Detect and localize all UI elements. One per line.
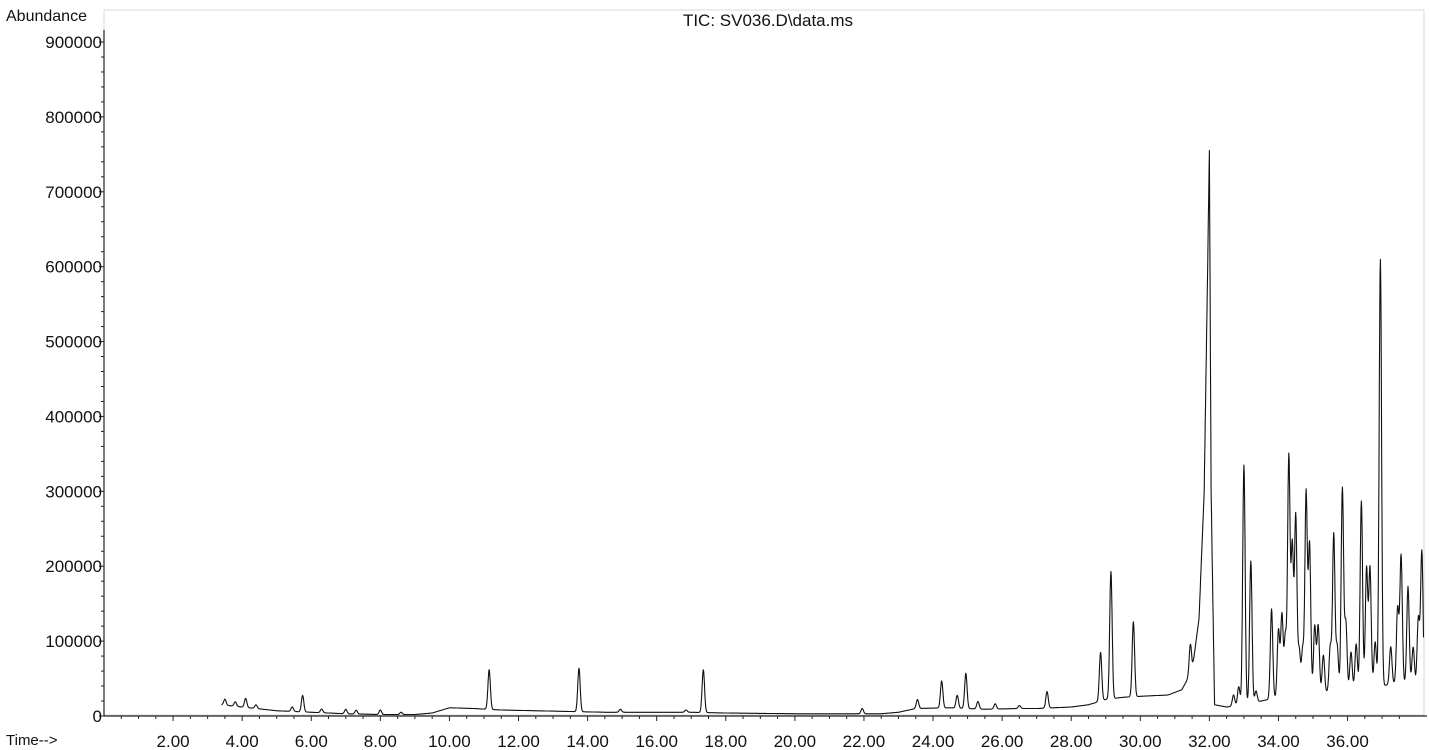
x-tick-label: 36.00 <box>1326 732 1369 750</box>
plot-frame <box>103 9 1425 716</box>
x-tick-label: 6.00 <box>295 732 328 750</box>
x-tick-label: 14.00 <box>566 732 609 750</box>
x-tick-label: 24.00 <box>912 732 955 750</box>
chart-title: TIC: SV036.D\data.ms <box>683 11 853 30</box>
x-tick-label: 12.00 <box>497 732 540 750</box>
x-tick-label: 22.00 <box>843 732 886 750</box>
y-axis-label: Abundance <box>6 8 87 25</box>
y-tick-label: 0 <box>93 707 102 726</box>
x-tick-label: 10.00 <box>428 732 471 750</box>
y-tick-label: 400000 <box>45 407 102 426</box>
y-tick-label: 600000 <box>45 258 102 277</box>
x-tick-label: 34.00 <box>1257 732 1300 750</box>
x-tick-label: 8.00 <box>364 732 397 750</box>
x-tick-label: 28.00 <box>1050 732 1093 750</box>
y-tick-label: 100000 <box>45 632 102 651</box>
y-tick-label: 900000 <box>45 33 102 52</box>
x-tick-label: 30.00 <box>1119 732 1162 750</box>
axis-ticks: 0 100000 200000 300000 400000 500000 600000 700… <box>45 33 1400 750</box>
y-tick-label: 500000 <box>45 333 102 352</box>
y-tick-label: 200000 <box>45 557 102 576</box>
x-tick-label: 26.00 <box>981 732 1024 750</box>
x-tick-label: 32.00 <box>1188 732 1231 750</box>
x-tick-label: 20.00 <box>774 732 817 750</box>
x-axis-label: Time--> <box>6 732 58 749</box>
tic-trace-line <box>221 150 1425 716</box>
y-tick-label: 700000 <box>45 183 102 202</box>
x-tick-label: 16.00 <box>635 732 678 750</box>
y-tick-label: 300000 <box>45 482 102 501</box>
x-tick-label: 18.00 <box>705 732 748 750</box>
y-tick-label: 800000 <box>45 108 102 127</box>
trace-group <box>221 150 1425 716</box>
x-tick-label: 2.00 <box>157 732 190 750</box>
x-tick-label: 4.00 <box>226 732 259 750</box>
